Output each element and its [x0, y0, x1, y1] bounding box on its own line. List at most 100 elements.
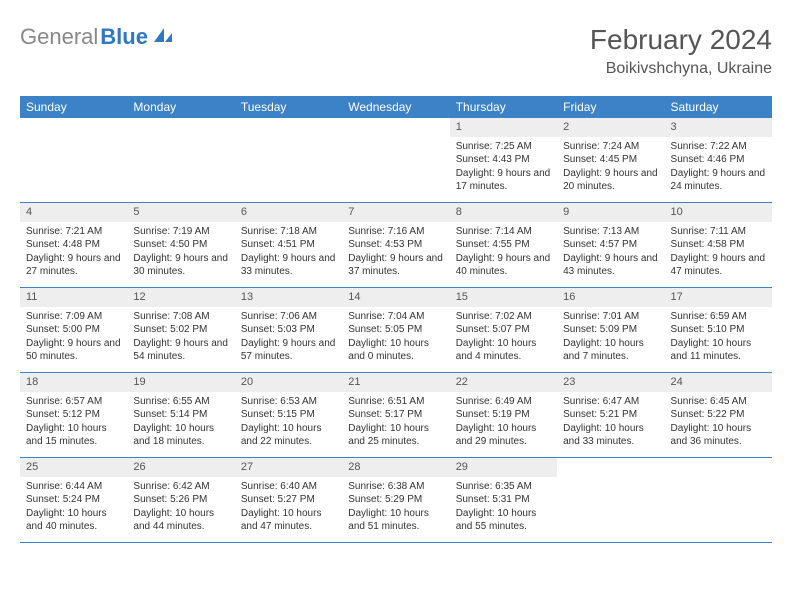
day-cell: 13Sunrise: 7:06 AMSunset: 5:03 PMDayligh…	[235, 288, 342, 372]
daylight-text: Daylight: 10 hours and 47 minutes.	[241, 507, 336, 534]
daylight-text: Daylight: 10 hours and 7 minutes.	[563, 337, 658, 364]
sunset-text: Sunset: 5:00 PM	[26, 323, 121, 337]
day-number: 12	[127, 288, 234, 307]
day-cell: 14Sunrise: 7:04 AMSunset: 5:05 PMDayligh…	[342, 288, 449, 372]
sunset-text: Sunset: 4:43 PM	[456, 153, 551, 167]
day-number: 7	[342, 203, 449, 222]
sunset-text: Sunset: 5:22 PM	[671, 408, 766, 422]
week-row: 1Sunrise: 7:25 AMSunset: 4:43 PMDaylight…	[20, 118, 772, 203]
sunrise-text: Sunrise: 7:18 AM	[241, 225, 336, 239]
sunset-text: Sunset: 4:57 PM	[563, 238, 658, 252]
logo: General Blue	[20, 24, 174, 50]
week-row: 25Sunrise: 6:44 AMSunset: 5:24 PMDayligh…	[20, 458, 772, 543]
day-body: Sunrise: 7:02 AMSunset: 5:07 PMDaylight:…	[450, 307, 557, 370]
sunrise-text: Sunrise: 7:21 AM	[26, 225, 121, 239]
day-cell: 23Sunrise: 6:47 AMSunset: 5:21 PMDayligh…	[557, 373, 664, 457]
logo-text-blue: Blue	[100, 24, 148, 50]
sunset-text: Sunset: 5:31 PM	[456, 493, 551, 507]
day-body: Sunrise: 7:06 AMSunset: 5:03 PMDaylight:…	[235, 307, 342, 370]
day-body: Sunrise: 6:57 AMSunset: 5:12 PMDaylight:…	[20, 392, 127, 455]
day-body: Sunrise: 6:35 AMSunset: 5:31 PMDaylight:…	[450, 477, 557, 540]
week-row: 11Sunrise: 7:09 AMSunset: 5:00 PMDayligh…	[20, 288, 772, 373]
day-header: Wednesday	[342, 96, 449, 118]
location: Boikivshchyna, Ukraine	[590, 60, 772, 78]
day-body: Sunrise: 7:18 AMSunset: 4:51 PMDaylight:…	[235, 222, 342, 285]
day-number: 1	[450, 118, 557, 137]
sunset-text: Sunset: 4:51 PM	[241, 238, 336, 252]
week-row: 18Sunrise: 6:57 AMSunset: 5:12 PMDayligh…	[20, 373, 772, 458]
day-cell	[557, 458, 664, 542]
day-body: Sunrise: 6:53 AMSunset: 5:15 PMDaylight:…	[235, 392, 342, 455]
daylight-text: Daylight: 10 hours and 51 minutes.	[348, 507, 443, 534]
day-cell: 2Sunrise: 7:24 AMSunset: 4:45 PMDaylight…	[557, 118, 664, 202]
day-body: Sunrise: 7:13 AMSunset: 4:57 PMDaylight:…	[557, 222, 664, 285]
day-number: 23	[557, 373, 664, 392]
day-cell: 19Sunrise: 6:55 AMSunset: 5:14 PMDayligh…	[127, 373, 234, 457]
day-body: Sunrise: 7:24 AMSunset: 4:45 PMDaylight:…	[557, 137, 664, 200]
day-number: 20	[235, 373, 342, 392]
sunset-text: Sunset: 5:24 PM	[26, 493, 121, 507]
day-cell: 5Sunrise: 7:19 AMSunset: 4:50 PMDaylight…	[127, 203, 234, 287]
sunrise-text: Sunrise: 6:49 AM	[456, 395, 551, 409]
sunset-text: Sunset: 5:10 PM	[671, 323, 766, 337]
sunrise-text: Sunrise: 6:53 AM	[241, 395, 336, 409]
sunrise-text: Sunrise: 6:57 AM	[26, 395, 121, 409]
sunset-text: Sunset: 5:12 PM	[26, 408, 121, 422]
daylight-text: Daylight: 10 hours and 22 minutes.	[241, 422, 336, 449]
sunrise-text: Sunrise: 6:47 AM	[563, 395, 658, 409]
day-cell	[665, 458, 772, 542]
daylight-text: Daylight: 9 hours and 20 minutes.	[563, 167, 658, 194]
daylight-text: Daylight: 9 hours and 37 minutes.	[348, 252, 443, 279]
day-body: Sunrise: 6:42 AMSunset: 5:26 PMDaylight:…	[127, 477, 234, 540]
daylight-text: Daylight: 10 hours and 25 minutes.	[348, 422, 443, 449]
day-body: Sunrise: 6:44 AMSunset: 5:24 PMDaylight:…	[20, 477, 127, 540]
daylight-text: Daylight: 9 hours and 17 minutes.	[456, 167, 551, 194]
daylight-text: Daylight: 9 hours and 24 minutes.	[671, 167, 766, 194]
day-cell	[342, 118, 449, 202]
day-number: 13	[235, 288, 342, 307]
daylight-text: Daylight: 10 hours and 18 minutes.	[133, 422, 228, 449]
daylight-text: Daylight: 10 hours and 36 minutes.	[671, 422, 766, 449]
day-cell: 7Sunrise: 7:16 AMSunset: 4:53 PMDaylight…	[342, 203, 449, 287]
sunset-text: Sunset: 4:55 PM	[456, 238, 551, 252]
sunset-text: Sunset: 4:58 PM	[671, 238, 766, 252]
daylight-text: Daylight: 9 hours and 47 minutes.	[671, 252, 766, 279]
sunrise-text: Sunrise: 6:55 AM	[133, 395, 228, 409]
day-number: 11	[20, 288, 127, 307]
sunset-text: Sunset: 5:02 PM	[133, 323, 228, 337]
day-number: 17	[665, 288, 772, 307]
sunset-text: Sunset: 5:05 PM	[348, 323, 443, 337]
day-number: 10	[665, 203, 772, 222]
day-number: 3	[665, 118, 772, 137]
day-cell: 10Sunrise: 7:11 AMSunset: 4:58 PMDayligh…	[665, 203, 772, 287]
day-body: Sunrise: 7:01 AMSunset: 5:09 PMDaylight:…	[557, 307, 664, 370]
sunset-text: Sunset: 5:17 PM	[348, 408, 443, 422]
sunrise-text: Sunrise: 7:04 AM	[348, 310, 443, 324]
daylight-text: Daylight: 10 hours and 44 minutes.	[133, 507, 228, 534]
day-cell	[20, 118, 127, 202]
sunset-text: Sunset: 5:14 PM	[133, 408, 228, 422]
day-body: Sunrise: 7:09 AMSunset: 5:00 PMDaylight:…	[20, 307, 127, 370]
month-title: February 2024	[590, 24, 772, 56]
sunrise-text: Sunrise: 7:13 AM	[563, 225, 658, 239]
sunset-text: Sunset: 5:03 PM	[241, 323, 336, 337]
day-body: Sunrise: 7:04 AMSunset: 5:05 PMDaylight:…	[342, 307, 449, 370]
header: General Blue February 2024 Boikivshchyna…	[20, 24, 772, 78]
day-header: Sunday	[20, 96, 127, 118]
day-cell: 1Sunrise: 7:25 AMSunset: 4:43 PMDaylight…	[450, 118, 557, 202]
day-body: Sunrise: 7:25 AMSunset: 4:43 PMDaylight:…	[450, 137, 557, 200]
day-number: 25	[20, 458, 127, 477]
day-cell: 3Sunrise: 7:22 AMSunset: 4:46 PMDaylight…	[665, 118, 772, 202]
day-cell: 22Sunrise: 6:49 AMSunset: 5:19 PMDayligh…	[450, 373, 557, 457]
sunrise-text: Sunrise: 6:40 AM	[241, 480, 336, 494]
daylight-text: Daylight: 9 hours and 40 minutes.	[456, 252, 551, 279]
sunset-text: Sunset: 5:21 PM	[563, 408, 658, 422]
day-cell: 25Sunrise: 6:44 AMSunset: 5:24 PMDayligh…	[20, 458, 127, 542]
day-cell: 11Sunrise: 7:09 AMSunset: 5:00 PMDayligh…	[20, 288, 127, 372]
day-body: Sunrise: 7:22 AMSunset: 4:46 PMDaylight:…	[665, 137, 772, 200]
daylight-text: Daylight: 9 hours and 43 minutes.	[563, 252, 658, 279]
day-cell: 20Sunrise: 6:53 AMSunset: 5:15 PMDayligh…	[235, 373, 342, 457]
title-block: February 2024 Boikivshchyna, Ukraine	[590, 24, 772, 78]
sunset-text: Sunset: 5:26 PM	[133, 493, 228, 507]
daylight-text: Daylight: 9 hours and 30 minutes.	[133, 252, 228, 279]
